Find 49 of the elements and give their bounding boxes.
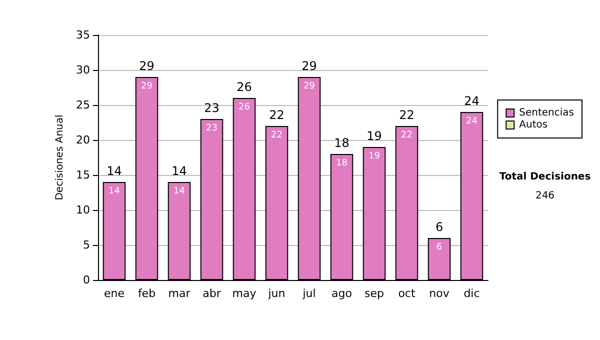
x-tick-label: ene [104,287,125,300]
data-label: 24 [466,116,478,126]
x-tick-label: sep [364,287,384,300]
data-label: 6 [436,242,442,252]
total-label: 22 [269,108,284,122]
x-tick-label: ago [332,287,352,300]
y-tick-label: 5 [83,238,90,252]
total-label: 29 [139,59,154,73]
text: 246 [535,190,555,202]
x-tick-label: may [232,287,257,300]
y-axis-title: Decisiones Anual [54,114,66,200]
x-tick-label: dic [464,287,480,300]
data-label: 14 [108,186,120,196]
x-tick-label: abr [202,287,222,300]
data-label: 19 [368,152,380,162]
data-label: 22 [401,130,412,140]
x-tick-label: nov [429,287,450,300]
total-label: 19 [366,129,382,143]
y-tick-label: 20 [76,134,90,146]
text: Total Decisiones [499,172,591,182]
data-label: 18 [336,158,348,168]
x-tick-label: jun [267,287,286,300]
data-label: 29 [304,82,316,92]
data-label: 14 [174,186,186,196]
total-label: 18 [334,136,350,150]
total-label: 26 [236,80,252,94]
y-tick-label: 15 [76,168,90,182]
x-tick-label: feb [138,287,156,300]
x-tick-label: jul [302,287,316,300]
legend-label: Sentencias [519,108,574,118]
data-label: 23 [206,124,218,134]
total-label: 6 [435,220,444,234]
y-tick-label: 25 [76,98,90,112]
total-label: 24 [464,94,480,108]
x-tick-label: oct [398,287,416,300]
y-tick-label: 10 [76,204,90,216]
total-label: 29 [302,59,317,73]
y-tick-label: 30 [76,64,90,76]
y-tick-label: 35 [76,28,90,42]
data-label: 29 [141,82,153,92]
total-label: 14 [106,164,122,178]
x-tick-label: mar [168,287,191,300]
data-label: 26 [238,102,250,112]
legend-label: Autos [519,120,548,130]
total-label: 23 [204,101,220,115]
data-label: 22 [271,130,282,140]
total-label: 22 [399,108,414,122]
y-tick-label: 0 [83,274,90,286]
total-label: 14 [172,164,187,178]
